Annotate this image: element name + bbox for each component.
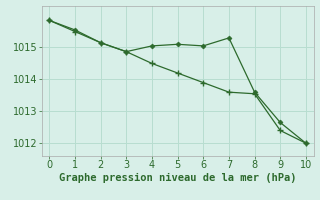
X-axis label: Graphe pression niveau de la mer (hPa): Graphe pression niveau de la mer (hPa) xyxy=(59,173,296,183)
